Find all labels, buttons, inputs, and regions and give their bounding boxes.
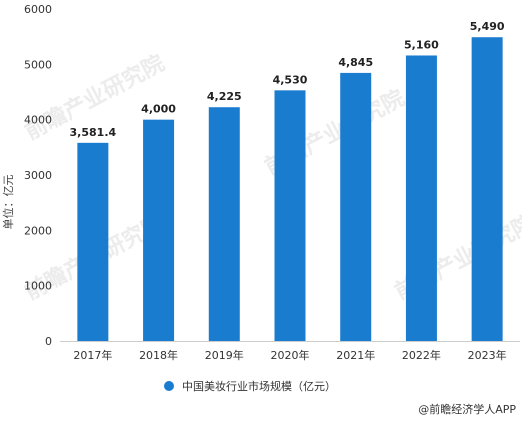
bar (340, 72, 372, 341)
y-tick-label: 1000 (24, 280, 52, 293)
legend: 中国美妆行业市场规模（亿元） (164, 379, 336, 393)
bar (405, 55, 437, 341)
x-tick-label: 2021年 (336, 348, 375, 362)
bar (143, 119, 175, 342)
data-label: 5,160 (404, 38, 439, 51)
data-label: 4,530 (273, 73, 308, 86)
y-tick-label: 2000 (24, 224, 52, 237)
legend-marker (164, 381, 174, 391)
y-axis-title: 单位：亿元 (1, 175, 15, 230)
data-label: 4,000 (141, 103, 176, 116)
x-tick-label: 2019年 (205, 348, 244, 362)
x-tick-label: 2022年 (402, 348, 441, 362)
data-label: 4,225 (207, 90, 242, 103)
x-tick-label: 2017年 (73, 348, 112, 362)
data-label: 3,581.4 (70, 126, 117, 139)
y-tick-label: 3000 (24, 169, 52, 182)
bar (471, 37, 503, 341)
y-axis-ticks: 0 1000 2000 3000 4000 5000 6000 (24, 3, 52, 348)
y-tick-label: 6000 (24, 3, 52, 16)
x-tick-label: 2023年 (468, 348, 507, 362)
data-label: 5,490 (470, 20, 505, 33)
y-tick-label: 5000 (24, 58, 52, 71)
bar (274, 90, 306, 341)
credit-text: @前瞻经济学人APP (418, 402, 516, 416)
legend-label: 中国美妆行业市场规模（亿元） (182, 379, 336, 393)
x-axis-ticks: 2017年 2018年 2019年 2020年 2021年 2022年 2023年 (73, 348, 506, 362)
y-tick-label: 4000 (24, 114, 52, 127)
x-tick-label: 2018年 (139, 348, 178, 362)
bar (77, 142, 109, 341)
bars-group (77, 37, 503, 342)
data-label: 4,845 (338, 56, 373, 69)
y-tick-label: 0 (45, 335, 52, 348)
bar (208, 107, 240, 341)
x-tick-label: 2020年 (271, 348, 310, 362)
data-labels: 3,581.4 4,000 4,225 4,530 4,845 5,160 5,490 (70, 20, 505, 139)
